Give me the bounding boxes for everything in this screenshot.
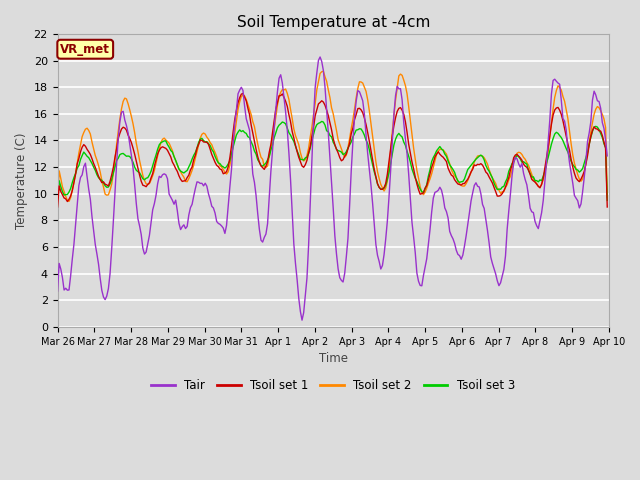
X-axis label: Time: Time: [319, 352, 348, 365]
Text: VR_met: VR_met: [60, 43, 110, 56]
Legend: Tair, Tsoil set 1, Tsoil set 2, Tsoil set 3: Tair, Tsoil set 1, Tsoil set 2, Tsoil se…: [147, 374, 520, 397]
Y-axis label: Temperature (C): Temperature (C): [15, 132, 28, 228]
Title: Soil Temperature at -4cm: Soil Temperature at -4cm: [237, 15, 430, 30]
